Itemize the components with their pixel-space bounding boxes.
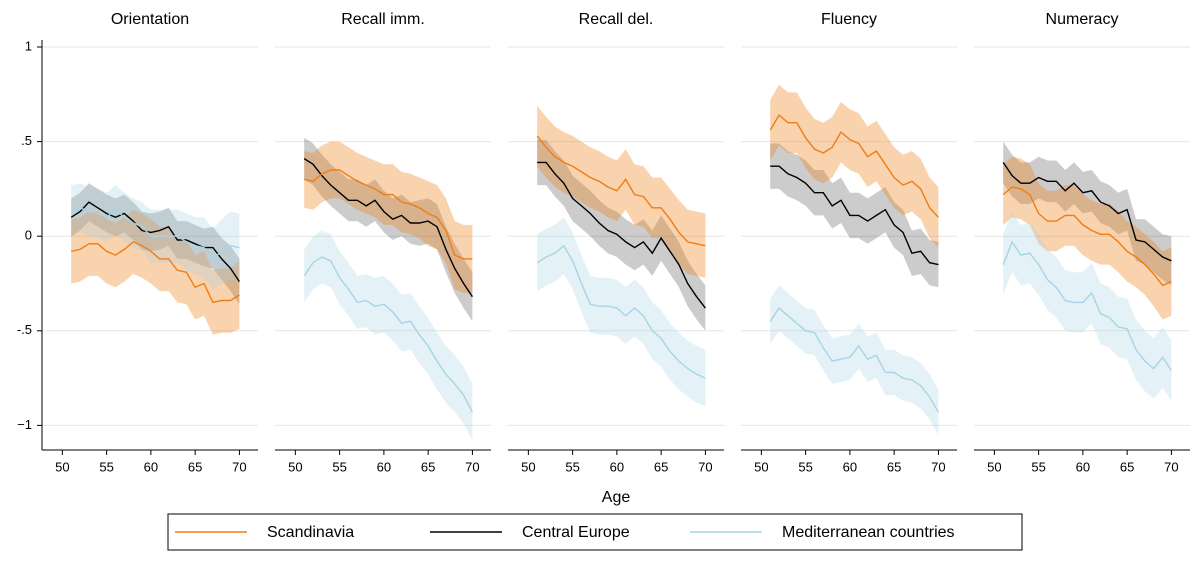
confidence-band (71, 183, 240, 305)
x-tick-label: 55 (1031, 459, 1045, 474)
x-tick-label: 55 (565, 459, 579, 474)
confidence-band (537, 105, 706, 278)
series-line (770, 165, 939, 266)
panel-title: Orientation (111, 11, 189, 28)
x-tick-label: 70 (1164, 459, 1178, 474)
x-tick-label: 50 (987, 459, 1001, 474)
y-tick-label: .5 (21, 133, 32, 148)
x-tick-label: 55 (332, 459, 346, 474)
y-tick-label: −1 (17, 417, 32, 432)
series-line (1002, 240, 1172, 371)
legend-label: Mediterranean countries (782, 524, 955, 541)
x-tick-label: 65 (421, 459, 435, 474)
confidence-band (304, 230, 473, 441)
x-tick-label: 60 (610, 459, 624, 474)
panel-title: Recall del. (579, 11, 654, 28)
series-line (71, 241, 240, 304)
series-line (769, 114, 939, 218)
x-tick-label: 50 (521, 459, 535, 474)
x-tick-label: 60 (377, 459, 391, 474)
series-line (303, 256, 474, 413)
x-axis-title: Age (602, 489, 631, 506)
series-line (536, 244, 706, 379)
series-line (70, 201, 240, 282)
x-tick-label: 60 (843, 459, 857, 474)
confidence-band (770, 84, 939, 248)
x-tick-label: 55 (798, 459, 812, 474)
legend-label: Central Europe (522, 524, 630, 541)
x-tick-label: 65 (654, 459, 668, 474)
confidence-band (304, 141, 473, 293)
confidence-band (1003, 156, 1172, 320)
series-line (304, 169, 473, 260)
x-tick-label: 70 (465, 459, 479, 474)
x-tick-label: 60 (144, 459, 158, 474)
x-tick-label: 70 (698, 459, 712, 474)
x-tick-label: 50 (288, 459, 302, 474)
series-line (536, 135, 706, 247)
confidence-band (770, 285, 939, 435)
legend-label: Scandinavia (267, 524, 354, 541)
x-tick-label: 50 (754, 459, 768, 474)
panel-title: Numeracy (1046, 11, 1119, 28)
confidence-band (537, 139, 706, 331)
x-tick-label: 65 (1120, 459, 1134, 474)
series-line (769, 307, 940, 413)
series-line (71, 207, 240, 260)
x-tick-label: 60 (1076, 459, 1090, 474)
x-tick-label: 65 (188, 459, 202, 474)
series-line (537, 161, 706, 309)
y-tick-label: 0 (25, 228, 32, 243)
legend (167, 513, 1023, 551)
x-tick-label: 70 (232, 459, 246, 474)
series-line (1002, 186, 1172, 287)
confidence-band (71, 209, 240, 335)
panel-title: Fluency (821, 11, 877, 28)
confidence-band (304, 137, 473, 322)
confidence-band (1003, 141, 1172, 286)
x-tick-label: 55 (99, 459, 113, 474)
x-tick-label: 50 (55, 459, 69, 474)
series-line (303, 158, 473, 298)
x-tick-label: 70 (931, 459, 945, 474)
panel-title: Recall imm. (341, 11, 425, 28)
series-line (1002, 162, 1172, 262)
y-tick-label: -.5 (17, 322, 32, 337)
y-tick-label: 1 (25, 38, 32, 53)
x-tick-label: 65 (887, 459, 901, 474)
confidence-band (1003, 211, 1172, 401)
